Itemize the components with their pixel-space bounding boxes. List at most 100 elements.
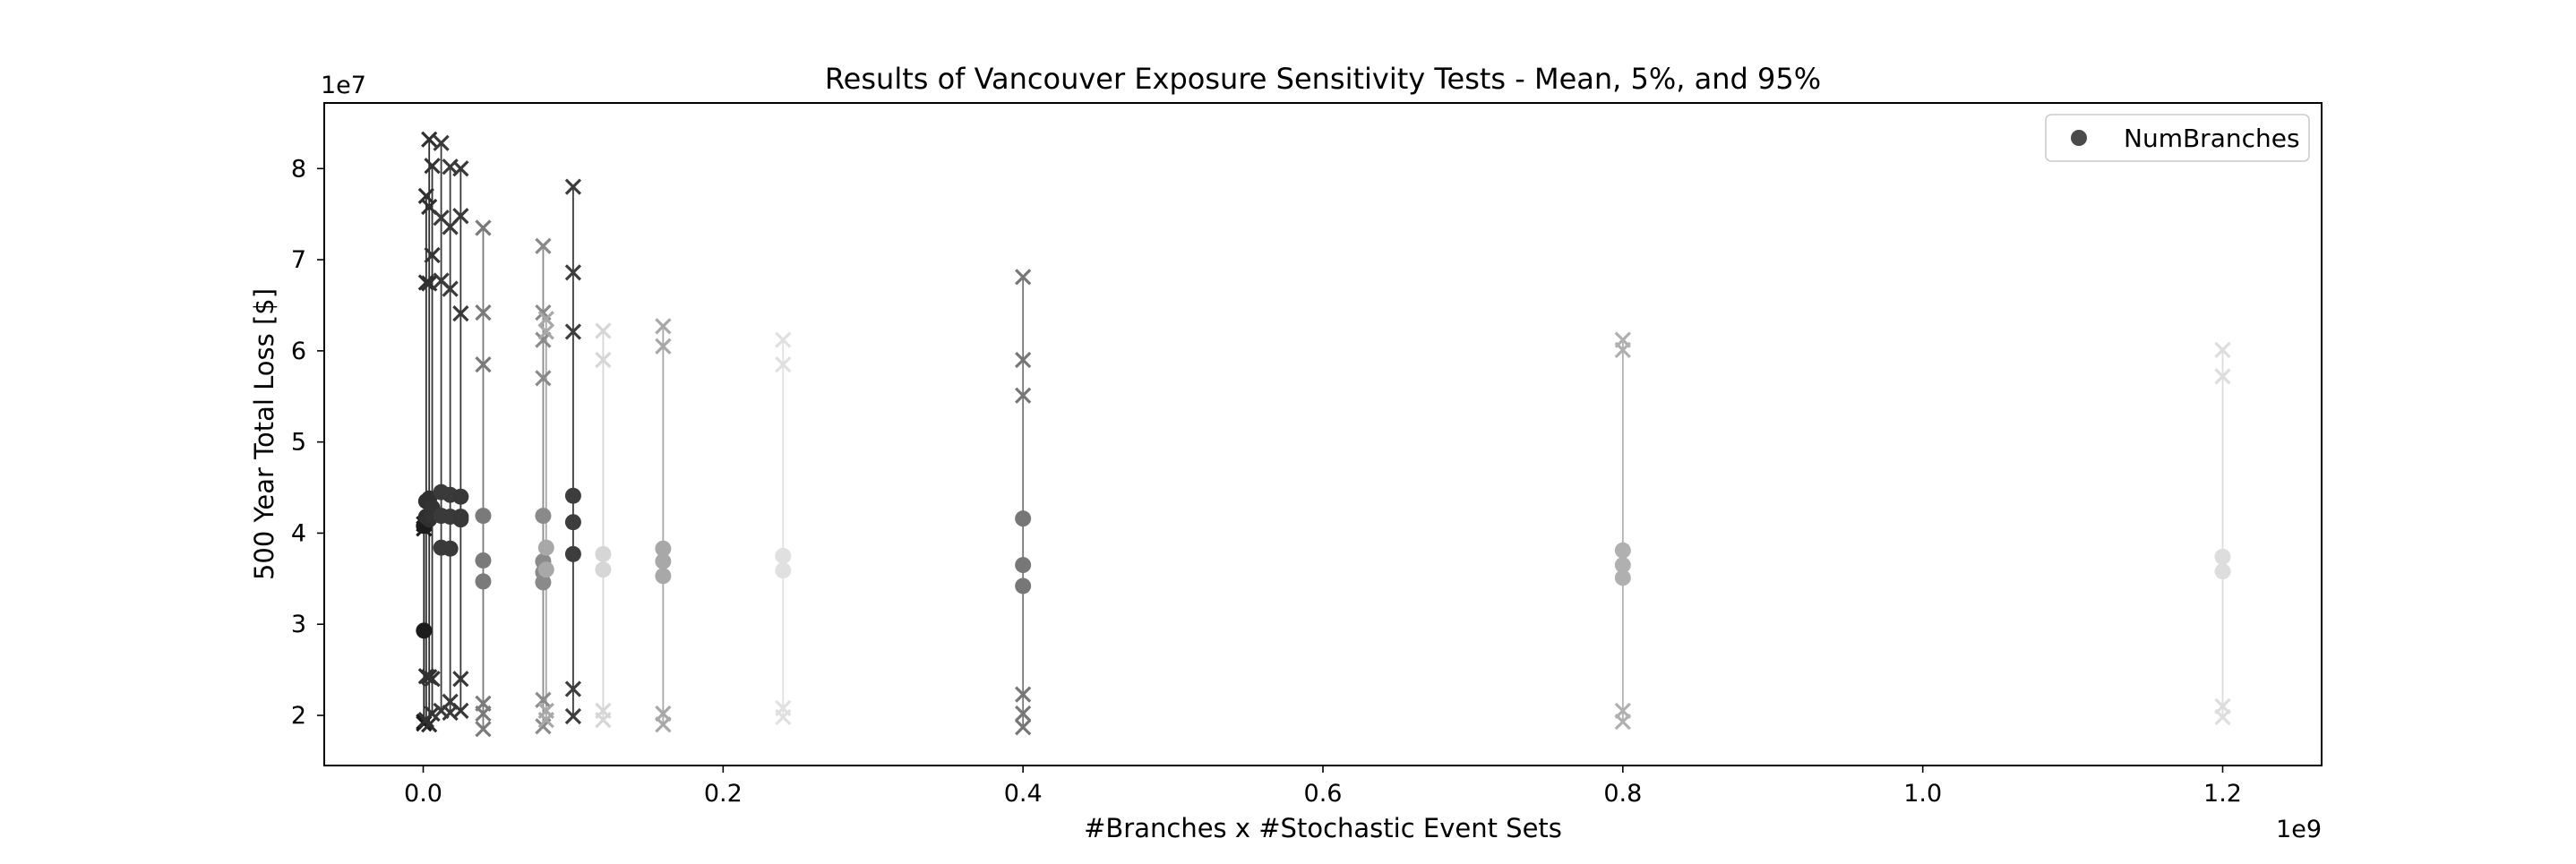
percentile-x-marker [421,131,438,148]
percentile-x-marker [595,351,612,369]
x-tick-label: 0.2 [704,780,743,808]
mean-point [2214,563,2231,580]
y-tick-label: 5 [291,429,306,457]
percentile-x-marker [775,699,792,717]
percentile-x-marker [595,702,612,720]
x-tick-label: 0.4 [1004,780,1043,808]
legend-marker [2071,130,2087,146]
legend-box [2045,114,2310,162]
mean-point [564,514,581,531]
mean-point [1015,577,1032,595]
mean-point [1015,557,1032,574]
mean-point [564,487,581,504]
y-tick-label: 4 [291,519,306,547]
percentile-x-marker [655,318,672,335]
percentile-x-marker [475,219,492,236]
percentile-x-marker [417,274,434,291]
percentile-x-marker [564,264,582,281]
legend: NumBranches [2045,114,2310,162]
percentile-x-marker [535,370,552,387]
mean-point [442,540,459,557]
percentile-x-marker [2214,341,2231,358]
mean-point [452,509,469,526]
x-axis-label: #Branches x #Stochastic Event Sets [1084,813,1562,843]
percentile-x-marker [655,705,672,723]
percentile-x-marker [775,356,792,373]
percentile-x-marker [537,311,554,328]
y-tick-label: 8 [291,155,306,183]
mean-point [416,622,433,639]
percentile-x-marker [1614,702,1631,720]
mean-point [1614,557,1631,574]
y-axis-label: 500 Year Total Loss [$] [249,288,279,580]
percentile-x-marker [1015,387,1032,404]
x-tick-label: 1.2 [2203,780,2242,808]
percentile-x-marker [1015,705,1032,723]
percentile-x-marker [475,721,492,738]
mean-point [655,552,672,569]
mean-point [1614,569,1631,586]
markers-layer [416,131,2231,738]
legend-label: NumBranches [2124,124,2300,153]
percentile-x-marker [433,134,450,151]
percentile-x-marker [1015,686,1032,703]
mean-point [1614,542,1631,559]
y-offset-text: 1e7 [321,72,366,99]
y-tick-label: 2 [291,702,306,730]
y-tick-label: 3 [291,611,306,638]
mean-point [537,561,554,578]
mean-point [775,547,792,564]
percentile-x-marker [564,178,582,195]
mean-point [537,539,554,556]
percentile-x-marker [475,356,492,373]
mean-point [595,545,612,562]
y-tick-label: 7 [291,246,306,274]
percentile-x-marker [1614,331,1631,348]
percentile-x-marker [1015,719,1032,736]
percentile-x-marker [775,331,792,348]
ticks-layer: 0.0 0.2 0.4 0.6 0.8 1.0 1.2 2 3 4 5 6 7 8 [291,155,2242,808]
percentile-x-marker [452,702,469,720]
mean-point [535,508,552,525]
percentile-x-marker [537,702,554,720]
mean-point [452,488,469,505]
percentile-x-marker [452,304,469,322]
percentile-x-marker [424,158,441,175]
percentile-x-marker [1015,351,1032,369]
mean-point [475,508,492,525]
mean-point [1015,510,1032,527]
percentile-x-marker [535,237,552,254]
percentile-x-marker [452,208,469,225]
mean-point [655,540,672,557]
percentile-x-marker [2214,368,2231,385]
percentile-x-marker [595,322,612,339]
mean-point [655,568,672,585]
percentile-x-marker [442,280,459,297]
percentile-x-marker [452,160,469,177]
percentile-x-marker [2214,697,2231,714]
percentile-x-marker [475,304,492,321]
percentile-x-marker [1015,269,1032,286]
x-tick-label: 0.0 [404,780,442,808]
percentile-x-marker [475,695,492,712]
mean-point [564,545,581,562]
x-tick-label: 0.8 [1603,780,1642,808]
x-tick-label: 1.0 [1903,780,1942,808]
mean-point [475,573,492,590]
x-tick-label: 0.6 [1304,780,1343,808]
mean-point [475,552,492,569]
mean-point [2214,548,2231,565]
chart-title: Results of Vancouver Exposure Sensitivit… [825,62,1821,96]
percentile-x-marker [452,671,469,688]
percentile-x-marker [424,246,441,264]
percentile-x-marker [424,705,441,723]
percentile-x-marker [424,671,441,688]
x-offset-text: 1e9 [2276,816,2322,843]
y-tick-label: 6 [291,338,306,365]
percentile-x-marker [655,338,672,355]
percentile-x-marker [421,275,438,292]
mean-point [595,561,612,578]
mean-point [775,562,792,579]
